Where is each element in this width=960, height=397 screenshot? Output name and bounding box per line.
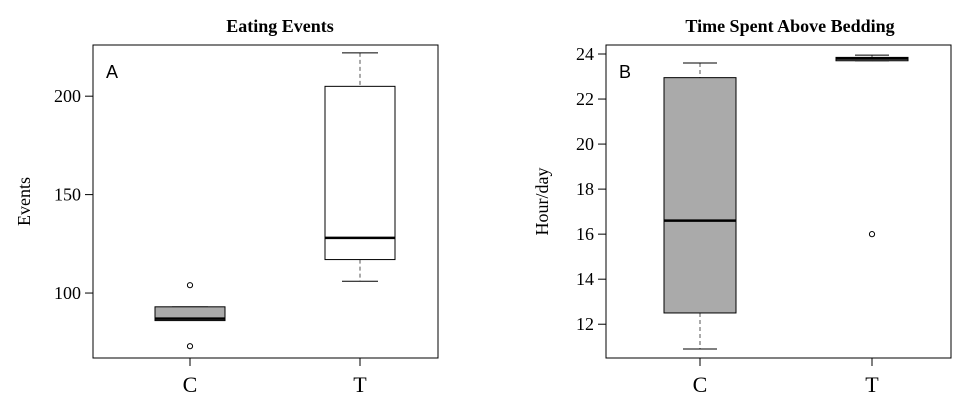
panel-letter: A <box>106 62 118 82</box>
outlier-point <box>868 231 876 238</box>
y-tick-label: 200 <box>54 86 81 106</box>
x-tick-label: C <box>183 372 198 397</box>
y-tick-label: 150 <box>54 185 81 205</box>
y-tick-label: 18 <box>576 179 594 199</box>
box-c <box>663 62 737 350</box>
chart-title: Eating Events <box>226 16 334 36</box>
y-tick-label: 14 <box>576 269 594 289</box>
box-t <box>835 54 909 238</box>
plot-frame <box>92 44 439 359</box>
y-tick-label: 100 <box>54 283 81 303</box>
y-tick-label: 20 <box>576 134 594 154</box>
chart-title: Time Spent Above Bedding <box>685 16 894 36</box>
outlier-point <box>186 343 194 350</box>
x-tick-label: C <box>693 372 708 397</box>
panel-a: Eating Events A 100 150 200 Events C T <box>14 16 439 397</box>
box-body <box>154 306 226 322</box>
box-body <box>324 85 396 261</box>
x-tick-label: T <box>865 372 879 397</box>
panel-letter: B <box>619 62 631 82</box>
y-tick-label: 22 <box>576 89 594 109</box>
box-body <box>663 77 737 314</box>
outlier-point <box>186 282 194 289</box>
box-t <box>324 52 396 282</box>
y-axis-label: Hour/day <box>532 168 552 236</box>
y-axis-label: Events <box>14 177 34 226</box>
box-c <box>154 282 226 350</box>
panel-b: Time Spent Above Bedding B 12 14 16 18 20 22 24 H… <box>532 16 952 397</box>
plot-frame <box>605 44 952 359</box>
x-tick-label: T <box>353 372 367 397</box>
y-tick-label: 12 <box>576 314 594 334</box>
y-tick-label: 24 <box>576 44 594 64</box>
y-tick-label: 16 <box>576 224 594 244</box>
